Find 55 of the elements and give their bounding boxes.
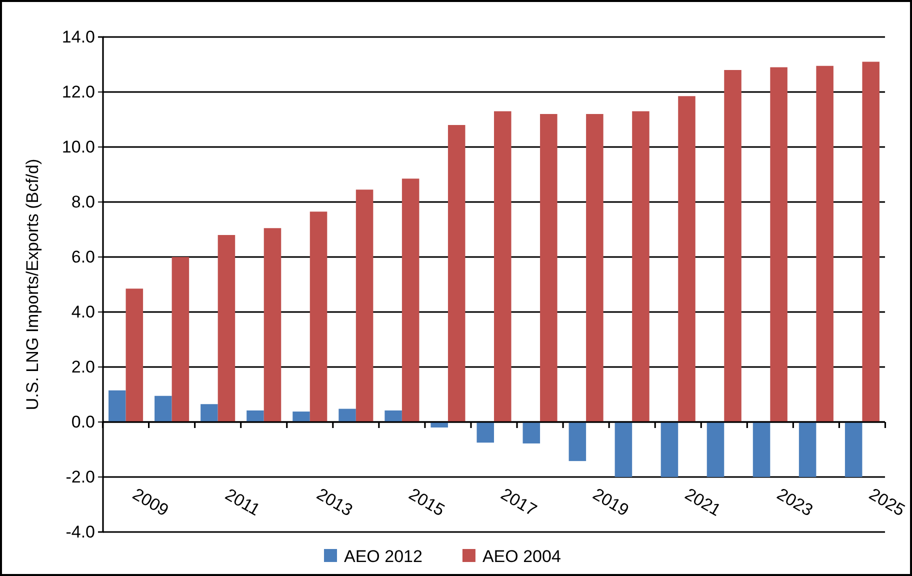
bar: [264, 228, 282, 422]
bar: [448, 125, 466, 422]
bar: [200, 404, 218, 422]
y-tick-label: 12.0: [62, 82, 95, 102]
y-tick-label: 10.0: [62, 137, 95, 156]
bar: [568, 422, 586, 462]
bar: [522, 422, 540, 444]
bar: [724, 70, 742, 422]
bar: [678, 96, 696, 422]
bar: [816, 66, 834, 422]
bar: [752, 422, 770, 477]
bar: [476, 422, 494, 443]
bar: [660, 422, 678, 477]
x-tick-label: 2015: [406, 484, 448, 520]
y-tick-label: 4.0: [71, 302, 95, 322]
bar: [356, 190, 374, 422]
bar: [402, 178, 420, 422]
x-tick-label: 2017: [498, 484, 540, 520]
bar: [862, 62, 880, 422]
y-tick-label: 14.0: [62, 27, 95, 46]
bar: [218, 235, 236, 422]
bar: [292, 412, 310, 422]
x-tick-label: 2023: [774, 484, 816, 520]
y-axis-title: U.S. LNG Imports/Exports (Bcf/d): [23, 158, 42, 410]
y-tick-label: 8.0: [71, 192, 95, 212]
x-tick-label: 2009: [129, 484, 172, 520]
y-tick-label: 2.0: [71, 357, 95, 376]
x-tick-label: 2013: [314, 484, 356, 520]
bar: [384, 410, 402, 422]
bar: [246, 410, 264, 422]
bar: [798, 422, 816, 477]
y-tick-label: -4.0: [66, 522, 95, 542]
bar: [494, 111, 512, 422]
y-tick-label: 6.0: [71, 247, 95, 266]
bar: [310, 212, 328, 422]
bar: [844, 422, 862, 477]
bar: [614, 422, 632, 477]
bar: [172, 257, 190, 422]
bar: [632, 111, 650, 422]
bar: [338, 408, 356, 422]
y-tick-label: 0.0: [71, 412, 95, 432]
bar: [126, 288, 144, 422]
x-tick-label: 2011: [222, 484, 264, 520]
bar: [108, 390, 126, 422]
bar: [706, 422, 724, 477]
bar: [586, 114, 604, 422]
x-tick-label: 2021: [682, 484, 724, 520]
bar: [540, 114, 558, 422]
y-tick-label: -2.0: [66, 467, 95, 486]
bar: [770, 67, 788, 422]
legend-label: AEO 2004: [482, 547, 561, 566]
legend-label: AEO 2012: [344, 547, 422, 566]
x-tick-label: 2025: [866, 484, 908, 520]
bar: [154, 396, 172, 422]
x-tick-label: 2019: [590, 484, 632, 520]
